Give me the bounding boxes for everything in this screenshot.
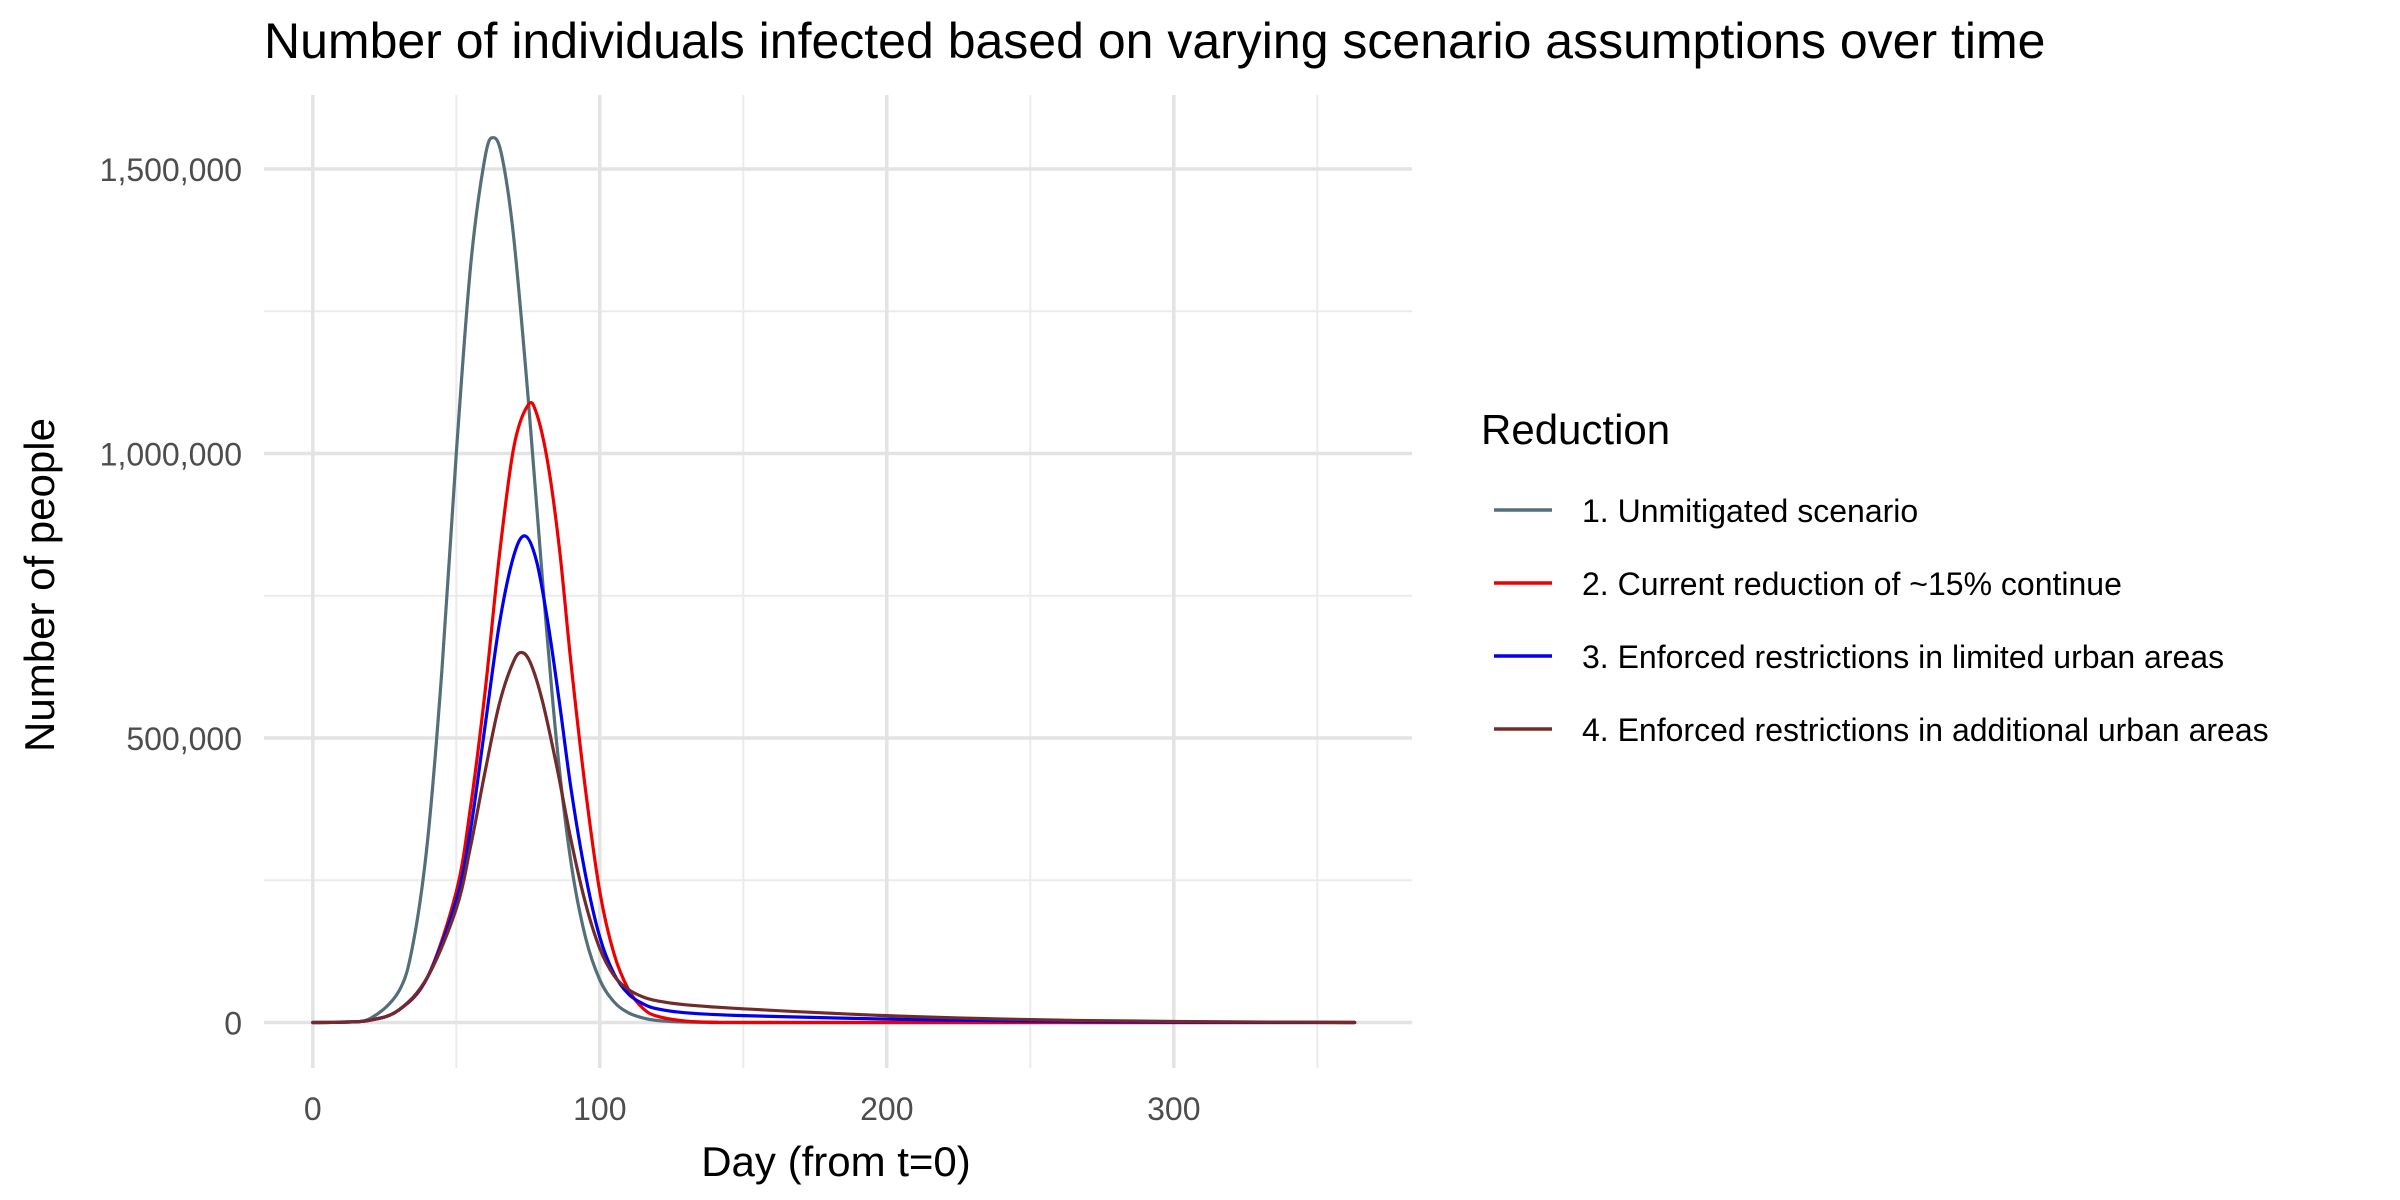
legend: Reduction 1. Unmitigated scenario 2. Curr…: [1481, 406, 2269, 748]
y-tick-label-1: 500,000: [126, 721, 242, 757]
legend-label-3: 3. Enforced restrictions in limited urba…: [1582, 639, 2224, 675]
y-axis-ticks: 0 500,000 1,000,000 1,500,000: [100, 152, 242, 1042]
series-line-4: [311, 650, 1357, 1025]
x-tick-label-1: 100: [573, 1091, 626, 1127]
y-axis-label: Number of people: [16, 418, 63, 752]
x-axis-ticks: 0 100 200 300: [304, 1091, 1201, 1127]
x-tick-label-0: 0: [304, 1091, 322, 1127]
y-tick-label-2: 1,000,000: [100, 436, 242, 472]
legend-label-4: 4. Enforced restrictions in additional u…: [1582, 712, 2269, 748]
x-axis-label: Day (from t=0): [701, 1138, 971, 1185]
series-line-3: [311, 534, 1357, 1025]
legend-label-2: 2. Current reduction of ~15% continue: [1582, 566, 2122, 602]
legend-label-1: 1. Unmitigated scenario: [1582, 493, 1918, 529]
y-tick-label-0: 0: [224, 1005, 242, 1041]
legend-title: Reduction: [1481, 406, 1670, 453]
chart-title: Number of individuals infected based on …: [264, 13, 2045, 69]
x-tick-label-3: 300: [1147, 1091, 1200, 1127]
x-tick-label-2: 200: [860, 1091, 913, 1127]
legend-items: 1. Unmitigated scenario 2. Current reduct…: [1494, 493, 2269, 748]
series-line-2: [311, 401, 1357, 1025]
y-tick-label-3: 1,500,000: [100, 152, 242, 188]
series-lines: [311, 136, 1357, 1025]
minor-gridlines: [264, 95, 1412, 1068]
